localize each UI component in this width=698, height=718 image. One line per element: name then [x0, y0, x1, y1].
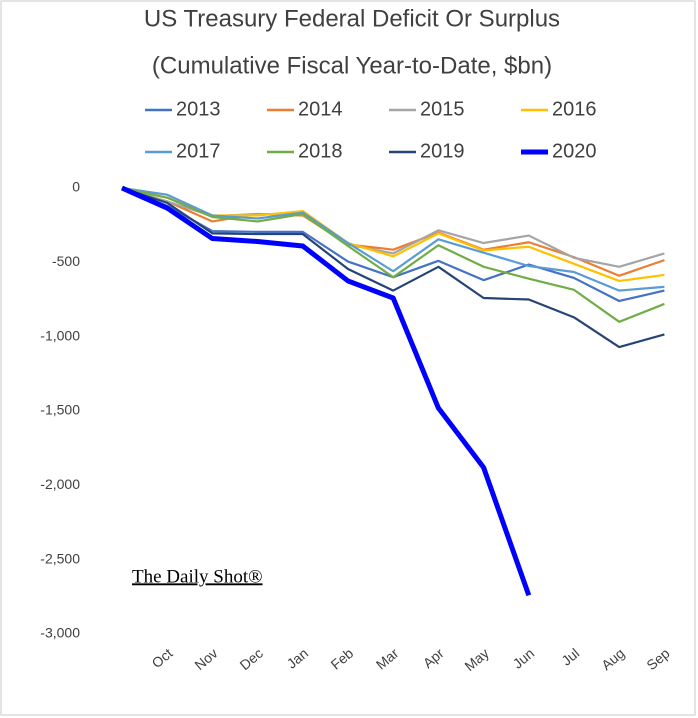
y-tick-label: -1,000: [40, 327, 80, 343]
watermark: The Daily Shot®: [132, 566, 263, 587]
y-tick-label: -500: [52, 253, 80, 269]
y-tick-label: 0: [72, 179, 80, 195]
legend-label: 2016: [552, 98, 597, 120]
y-tick-label: -1,500: [40, 402, 80, 418]
series-line: [121, 186, 665, 323]
chart-title: US Treasury Federal Deficit Or Surplus: [144, 5, 560, 32]
chart-subtitle: (Cumulative Fiscal Year-to-Date, $bn): [152, 52, 552, 79]
series-line: [121, 186, 665, 349]
legend-label: 2020: [552, 140, 597, 162]
series-line: [120, 185, 532, 597]
legend-label: 2019: [420, 140, 465, 162]
y-tick-label: -2,000: [40, 476, 80, 492]
legend-label: 2013: [176, 98, 221, 120]
y-tick-label: -2,500: [40, 550, 80, 566]
legend-label: 2017: [176, 140, 221, 162]
y-tick-label: -3,000: [40, 625, 80, 641]
legend-label: 2015: [420, 98, 465, 120]
series-line: [121, 186, 665, 292]
legend-label: 2014: [298, 98, 343, 120]
legend-label: 2018: [298, 140, 343, 162]
